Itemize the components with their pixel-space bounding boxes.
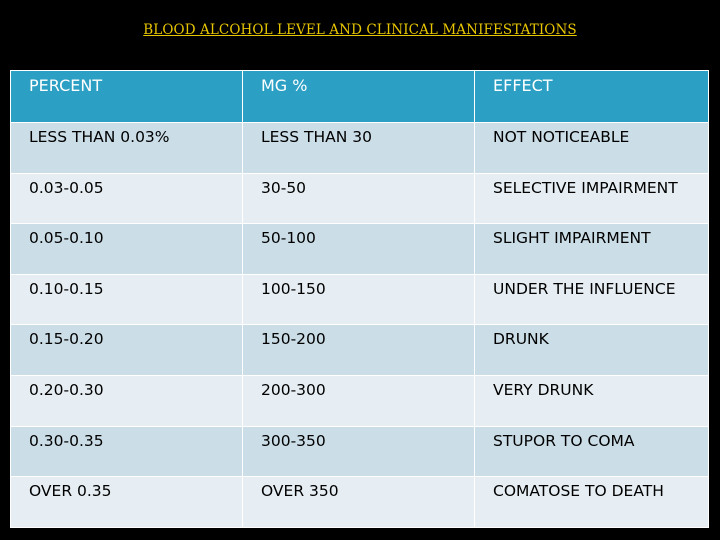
cell-mg-percent: 100-150: [242, 273, 475, 326]
table-row: 0.30-0.35 300-350 STUPOR TO COMA: [10, 425, 709, 478]
cell-percent: 0.30-0.35: [10, 425, 243, 478]
slide-title: BLOOD ALCOHOL LEVEL AND CLINICAL MANIFES…: [143, 22, 577, 38]
cell-mg-percent: 300-350: [242, 425, 475, 478]
cell-effect: NOT NOTICEABLE: [474, 122, 709, 174]
table-row: 0.10-0.15 100-150 UNDER THE INFLUENCE: [10, 273, 709, 326]
cell-percent: 0.03-0.05: [10, 172, 243, 225]
cell-effect: SELECTIVE IMPAIRMENT: [474, 172, 709, 225]
table-header-row: PERCENT MG % EFFECT: [10, 70, 709, 123]
cell-mg-percent: 150-200: [242, 324, 475, 376]
cell-percent: OVER 0.35: [10, 476, 243, 528]
table-row: 0.05-0.10 50-100 SLIGHT IMPAIRMENT: [10, 223, 709, 275]
header-percent: PERCENT: [10, 70, 243, 123]
cell-effect: SLIGHT IMPAIRMENT: [474, 223, 709, 275]
cell-effect: COMATOSE TO DEATH: [474, 476, 709, 528]
cell-percent: 0.15-0.20: [10, 324, 243, 376]
cell-mg-percent: OVER 350: [242, 476, 475, 528]
cell-effect: VERY DRUNK: [474, 374, 709, 427]
table-row: 0.20-0.30 200-300 VERY DRUNK: [10, 374, 709, 427]
cell-effect: STUPOR TO COMA: [474, 425, 709, 478]
table-row: 0.15-0.20 150-200 DRUNK: [10, 324, 709, 376]
blood-alcohol-table: PERCENT MG % EFFECT LESS THAN 0.03% LESS…: [10, 70, 709, 528]
cell-mg-percent: 30-50: [242, 172, 475, 225]
header-effect: EFFECT: [474, 70, 709, 123]
cell-percent: 0.10-0.15: [10, 273, 243, 326]
cell-percent: 0.05-0.10: [10, 223, 243, 275]
cell-mg-percent: LESS THAN 30: [242, 122, 475, 174]
table-row: 0.03-0.05 30-50 SELECTIVE IMPAIRMENT: [10, 172, 709, 225]
cell-percent: 0.20-0.30: [10, 374, 243, 427]
table-row: OVER 0.35 OVER 350 COMATOSE TO DEATH: [10, 476, 709, 528]
cell-percent: LESS THAN 0.03%: [10, 122, 243, 174]
cell-mg-percent: 50-100: [242, 223, 475, 275]
cell-effect: DRUNK: [474, 324, 709, 376]
header-mg-percent: MG %: [242, 70, 475, 123]
cell-effect: UNDER THE INFLUENCE: [474, 273, 709, 326]
table-row: LESS THAN 0.03% LESS THAN 30 NOT NOTICEA…: [10, 122, 709, 174]
cell-mg-percent: 200-300: [242, 374, 475, 427]
